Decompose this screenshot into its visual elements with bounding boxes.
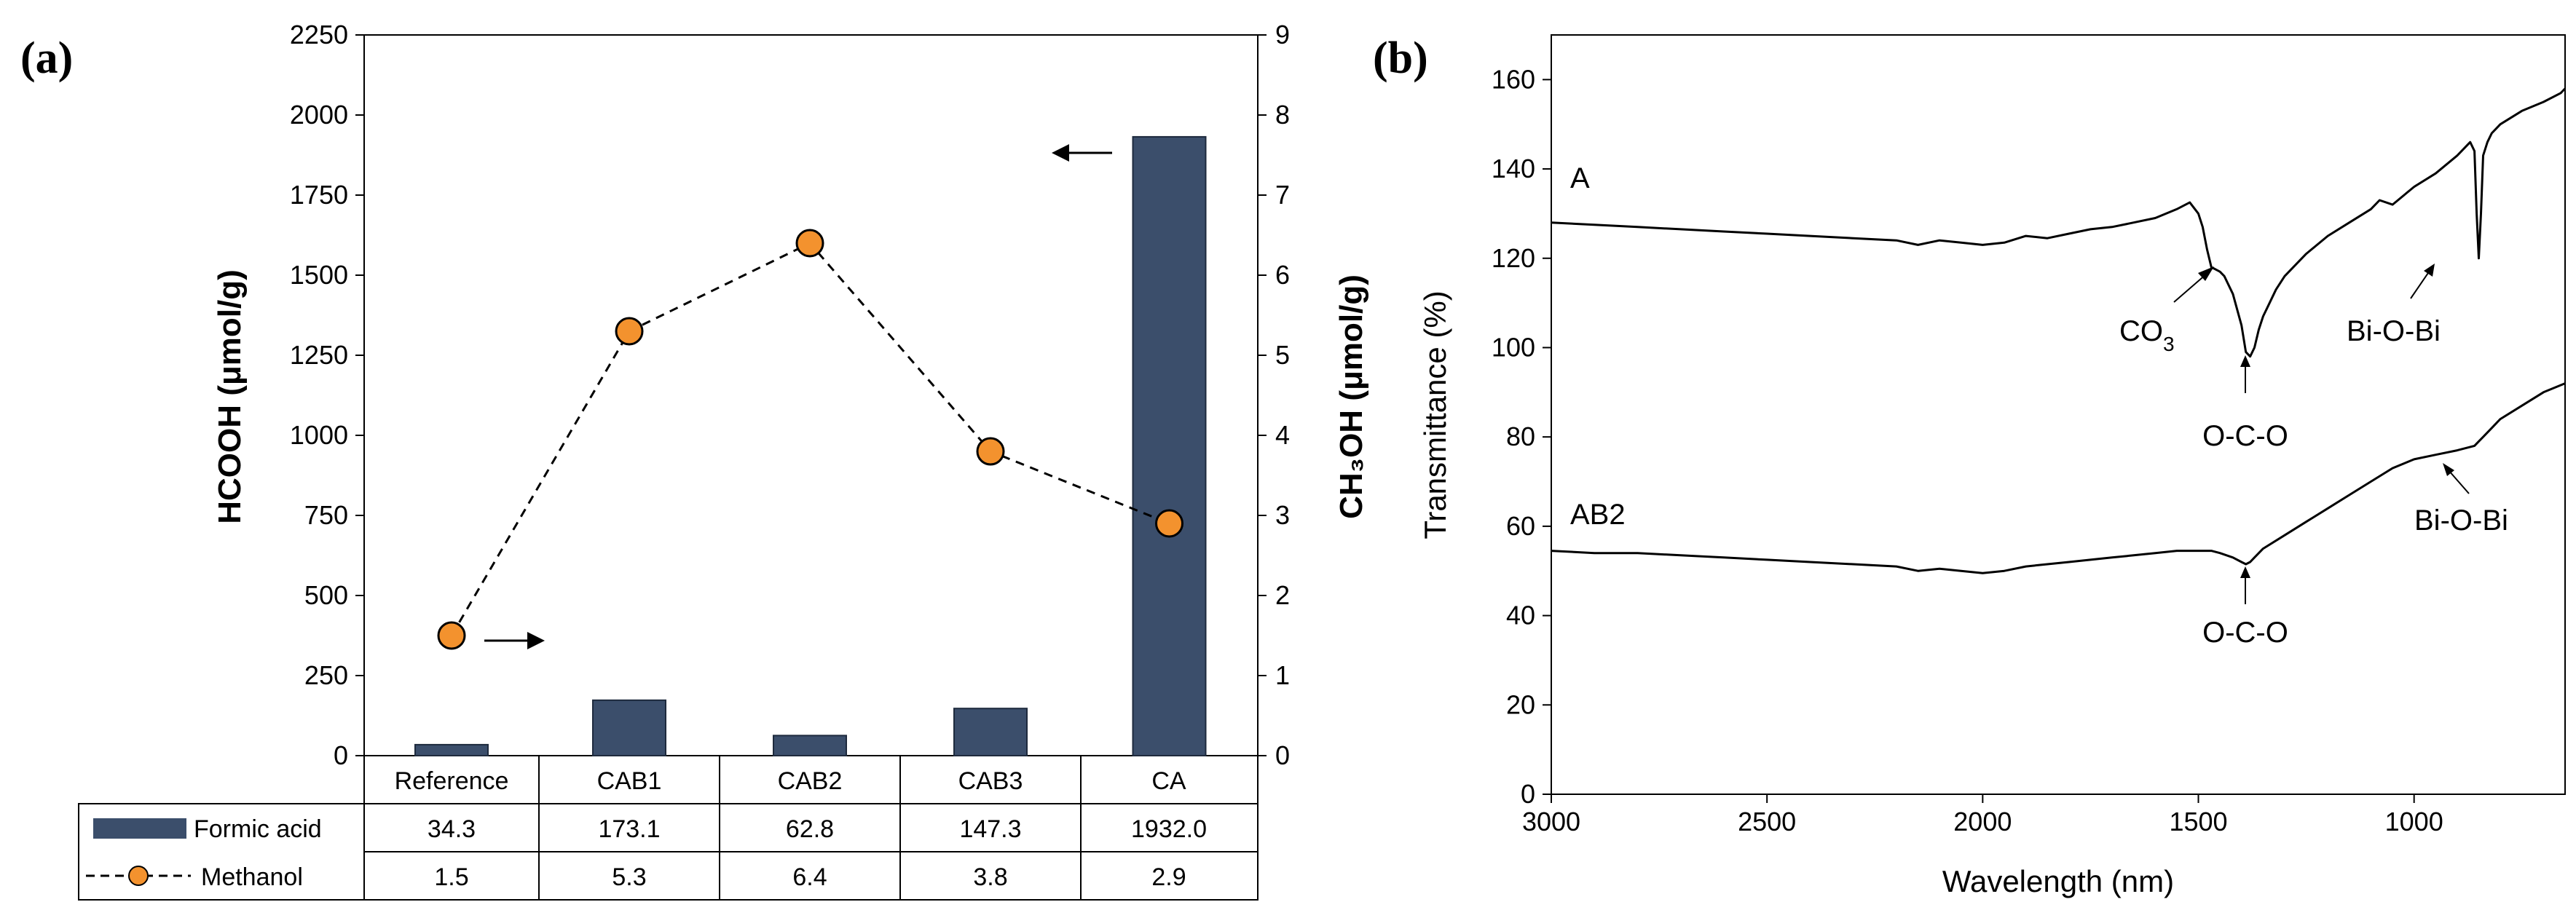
x-tick-label: 1000 xyxy=(2385,807,2443,836)
right-tick-label: 2 xyxy=(1275,580,1290,610)
legend-methanol-marker xyxy=(128,866,149,886)
panel-b-y-axis-title: Transmittance (%) xyxy=(1418,290,1452,539)
bar-formic-acid xyxy=(953,708,1028,756)
panel-a-label: (a) xyxy=(20,33,73,83)
y-tick-label: 140 xyxy=(1492,154,1535,183)
table-header-cell: CAB3 xyxy=(958,767,1023,795)
table-header-cell: CAB1 xyxy=(597,767,662,795)
annotation-co3: CO3 xyxy=(2119,266,2214,355)
annotation-oco-a: O-C-O xyxy=(2202,355,2288,452)
y-tick-label: 40 xyxy=(1506,601,1535,630)
left-tick-label: 1750 xyxy=(290,180,348,210)
bar-formic-acid xyxy=(773,735,847,756)
table-header-cell: Reference xyxy=(395,767,509,795)
panel-a-data-table: Reference CAB1 CAB2 CAB3 CA Formic acid … xyxy=(78,756,1259,901)
x-tick-label: 2500 xyxy=(1738,807,1796,836)
left-tick-label: 1250 xyxy=(290,340,348,370)
label-oco-ab2: O-C-O xyxy=(2202,617,2288,649)
methanol-point xyxy=(437,621,466,650)
panel-a-left-axis-title: HCOOH (μmol/g) xyxy=(212,269,248,524)
annotation-bob-a: Bi-O-Bi xyxy=(2347,264,2441,347)
left-tick-label: 1500 xyxy=(290,260,348,290)
right-tick-label: 8 xyxy=(1275,100,1290,130)
table-cell-formic: 34.3 xyxy=(428,815,476,843)
bar-formic-acid xyxy=(1132,135,1207,757)
left-tick-label: 0 xyxy=(334,740,348,770)
left-tick-label: 1000 xyxy=(290,420,348,450)
left-tick-label: 500 xyxy=(304,580,348,610)
x-tick-label: 2000 xyxy=(1953,807,2012,836)
x-tick-label: 1500 xyxy=(2169,807,2227,836)
y-tick-label: 80 xyxy=(1506,422,1535,451)
methanol-point xyxy=(1155,509,1183,538)
y-tick-label: 60 xyxy=(1506,511,1535,541)
methanol-point xyxy=(976,437,1005,466)
arrow-right-methanol xyxy=(484,632,545,649)
right-tick-label: 6 xyxy=(1275,260,1290,290)
series-label-ab2: AB2 xyxy=(1570,499,1626,531)
series-label-a: A xyxy=(1570,162,1590,194)
methanol-line xyxy=(450,242,1170,636)
annotation-oco-ab2: O-C-O xyxy=(2202,566,2288,649)
panel-a-plot-frame xyxy=(363,34,1259,756)
co3-text: CO xyxy=(2119,315,2163,347)
table-header-cell: CA xyxy=(1151,767,1186,795)
table-cell-formic: 173.1 xyxy=(598,815,660,843)
table-cell-methanol: 1.5 xyxy=(434,863,468,891)
annotation-bob-ab2: Bi-O-Bi xyxy=(2414,463,2508,537)
bar-formic-acid xyxy=(592,699,666,756)
table-cell-methanol: 6.4 xyxy=(792,863,827,891)
x-tick-label: 3000 xyxy=(1522,807,1580,836)
panel-b-chart: 3000 2500 2000 1500 1000 0 20 40 60 80 100 120 140 1… xyxy=(1418,34,2567,898)
panel-a-right-axis-title: CH₃OH (μmol/g) xyxy=(1334,274,1369,519)
label-bob-a: Bi-O-Bi xyxy=(2347,315,2441,347)
spectrum-line-a xyxy=(1551,87,2567,358)
table-cell-methanol: 3.8 xyxy=(973,863,1007,891)
table-cell-formic: 1932.0 xyxy=(1131,815,1207,843)
bar-formic-acid xyxy=(414,743,489,757)
legend-formic-label: Formic acid xyxy=(194,815,322,843)
methanol-point xyxy=(615,317,644,346)
y-tick-label: 120 xyxy=(1492,243,1535,273)
label-oco-a: O-C-O xyxy=(2202,420,2288,452)
y-tick-label: 100 xyxy=(1492,332,1535,362)
right-tick-label: 9 xyxy=(1275,20,1290,50)
table-cell-methanol: 5.3 xyxy=(612,863,646,891)
left-tick-label: 2000 xyxy=(290,100,348,130)
y-tick-label: 0 xyxy=(1521,779,1535,809)
panel-b-plot-frame xyxy=(1551,34,2566,795)
right-tick-label: 3 xyxy=(1275,500,1290,530)
y-tick-label: 160 xyxy=(1492,64,1535,94)
table-cell-formic: 62.8 xyxy=(786,815,834,843)
right-tick-label: 1 xyxy=(1275,660,1290,690)
right-tick-label: 5 xyxy=(1275,340,1290,370)
panel-b-label: (b) xyxy=(1373,33,1428,83)
right-tick-label: 4 xyxy=(1275,420,1290,450)
spectrum-line-ab2 xyxy=(1551,382,2566,574)
table-cell-formic: 147.3 xyxy=(959,815,1021,843)
left-tick-label: 250 xyxy=(304,660,348,690)
left-tick-label: 750 xyxy=(304,500,348,530)
panel-b-x-axis-title: Wavelength (nm) xyxy=(1942,864,2174,898)
svg-text:CO3: CO3 xyxy=(2119,315,2175,355)
co3-subscript: 3 xyxy=(2163,333,2175,355)
label-bob-ab2: Bi-O-Bi xyxy=(2414,504,2508,537)
table-cell-methanol: 2.9 xyxy=(1151,863,1186,891)
legend-formic-swatch xyxy=(93,818,186,839)
y-tick-label: 20 xyxy=(1506,689,1535,719)
right-tick-label: 0 xyxy=(1275,740,1290,770)
legend-methanol-label: Methanol xyxy=(201,863,303,891)
right-tick-label: 7 xyxy=(1275,180,1290,210)
arrow-left-formic xyxy=(1052,144,1112,162)
methanol-point xyxy=(795,229,824,258)
left-tick-label: 2250 xyxy=(290,20,348,50)
table-header-cell: CAB2 xyxy=(778,767,843,795)
